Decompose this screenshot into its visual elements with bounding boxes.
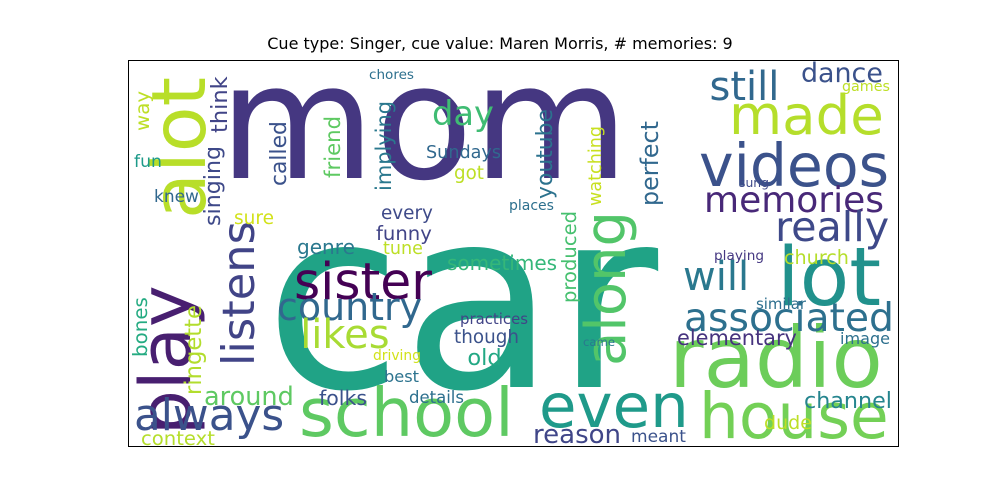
word-day: day: [432, 94, 494, 134]
word-though: though: [454, 326, 519, 348]
word-elementary: elementary: [677, 326, 797, 351]
word-image: image: [840, 329, 891, 349]
word-details: details: [409, 387, 464, 407]
word-fun: fun: [134, 152, 162, 173]
wordcloud-frame: mom car school radio house even play alot videos…: [128, 60, 899, 447]
word-places: places: [509, 197, 554, 214]
word-chores: chores: [369, 67, 414, 84]
word-always: always: [134, 390, 285, 442]
word-house: house: [699, 379, 889, 447]
word-associated: associated: [684, 296, 894, 342]
word-perfect: perfect: [636, 121, 665, 206]
word-dude: dude: [764, 412, 812, 435]
word-dance: dance: [801, 60, 883, 89]
word-context: context: [141, 426, 215, 447]
word-implying: implying: [371, 100, 396, 191]
word-around: around: [204, 381, 294, 412]
word-called: called: [267, 121, 293, 186]
word-knew: knew: [154, 187, 199, 207]
word-way: way: [131, 90, 155, 131]
word-bones: bones: [129, 297, 153, 357]
word-channel: channel: [804, 387, 892, 414]
word-car: car: [264, 155, 659, 446]
word-still: still: [709, 64, 780, 110]
chart-title: Cue type: Singer, cue value: Maren Morri…: [267, 34, 733, 53]
word-lot: lot: [777, 230, 882, 325]
word-watching: watching: [586, 125, 607, 206]
word-friend: friend: [321, 115, 347, 178]
word-similar: similar: [756, 294, 806, 313]
word-memories: memories: [704, 179, 885, 221]
word-funny: funny: [376, 221, 432, 245]
word-sister: sister: [294, 252, 432, 312]
word-singing: singing: [199, 145, 226, 226]
word-country: country: [277, 285, 423, 330]
word-likes: likes: [300, 312, 390, 358]
word-videos: videos: [699, 131, 890, 200]
word-meant: meant: [631, 427, 686, 447]
word-produced: produced: [558, 210, 582, 303]
word-youtube: youtube: [533, 109, 559, 199]
word-folks: folks: [319, 385, 368, 410]
word-made: made: [729, 82, 884, 147]
word-genre: genre: [297, 235, 355, 260]
word-really: really: [775, 202, 890, 251]
word-playing: playing: [714, 247, 765, 264]
wordcloud: mom car school radio house even play alot videos…: [129, 61, 898, 446]
word-will: will: [683, 254, 750, 300]
word-listens: listens: [211, 221, 265, 366]
word-mom: mom: [219, 60, 629, 216]
word-driving: driving: [373, 348, 421, 365]
word-tune: tune: [383, 238, 423, 259]
word-practices: practices: [460, 310, 529, 329]
word-best: best: [384, 367, 420, 387]
word-think: think: [206, 76, 233, 134]
word-reason: reason: [533, 420, 622, 447]
word-sometimes: sometimes: [447, 251, 558, 275]
word-radio: radio: [669, 309, 883, 408]
word-got: got: [454, 162, 484, 184]
word-school: school: [299, 373, 514, 447]
word-church: church: [784, 245, 849, 269]
word-games: games: [842, 78, 890, 95]
word-old: old: [467, 344, 502, 371]
word-came: came: [583, 335, 615, 350]
word-every: every: [381, 203, 433, 225]
word-sure: sure: [234, 208, 274, 230]
word-sung: sung: [739, 174, 769, 190]
word-ringette: ringette: [180, 305, 207, 395]
word-even: even: [539, 370, 689, 442]
word-sundays: Sundays: [426, 143, 501, 164]
